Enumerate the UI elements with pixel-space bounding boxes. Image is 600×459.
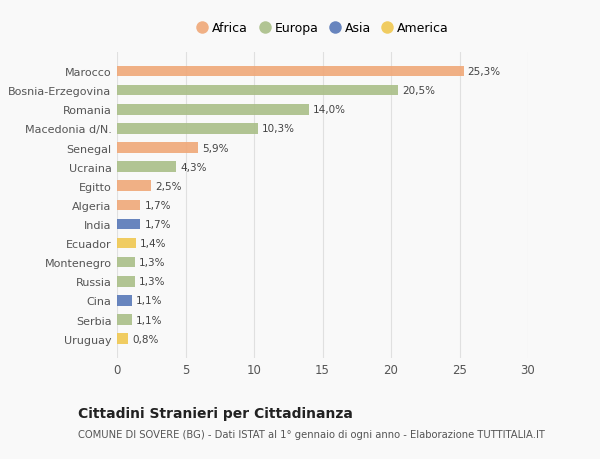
Text: 5,9%: 5,9% — [202, 143, 229, 153]
Text: 20,5%: 20,5% — [402, 86, 435, 96]
Bar — [117, 143, 198, 153]
Text: 14,0%: 14,0% — [313, 105, 346, 115]
Text: 10,3%: 10,3% — [262, 124, 295, 134]
Legend: Africa, Europa, Asia, America: Africa, Europa, Asia, America — [196, 22, 449, 35]
Text: 4,3%: 4,3% — [180, 162, 206, 172]
Bar — [117, 296, 132, 306]
Text: 1,1%: 1,1% — [136, 296, 163, 306]
Bar — [117, 238, 136, 249]
Bar — [117, 86, 398, 96]
Bar — [117, 276, 135, 287]
Bar — [117, 105, 309, 115]
Text: 1,7%: 1,7% — [145, 219, 171, 230]
Text: COMUNE DI SOVERE (BG) - Dati ISTAT al 1° gennaio di ogni anno - Elaborazione TUT: COMUNE DI SOVERE (BG) - Dati ISTAT al 1°… — [78, 429, 545, 439]
Text: 1,7%: 1,7% — [145, 201, 171, 210]
Text: 2,5%: 2,5% — [155, 181, 182, 191]
Text: 1,4%: 1,4% — [140, 239, 167, 248]
Bar — [117, 124, 258, 134]
Bar — [117, 67, 464, 77]
Text: Cittadini Stranieri per Cittadinanza: Cittadini Stranieri per Cittadinanza — [78, 406, 353, 420]
Text: 1,3%: 1,3% — [139, 257, 166, 268]
Bar — [117, 314, 132, 325]
Text: 1,3%: 1,3% — [139, 277, 166, 287]
Bar — [117, 181, 151, 191]
Bar — [117, 257, 135, 268]
Bar — [117, 219, 140, 230]
Bar — [117, 162, 176, 173]
Text: 25,3%: 25,3% — [468, 67, 501, 77]
Bar — [117, 200, 140, 211]
Bar — [117, 334, 128, 344]
Text: 0,8%: 0,8% — [132, 334, 158, 344]
Text: 1,1%: 1,1% — [136, 315, 163, 325]
